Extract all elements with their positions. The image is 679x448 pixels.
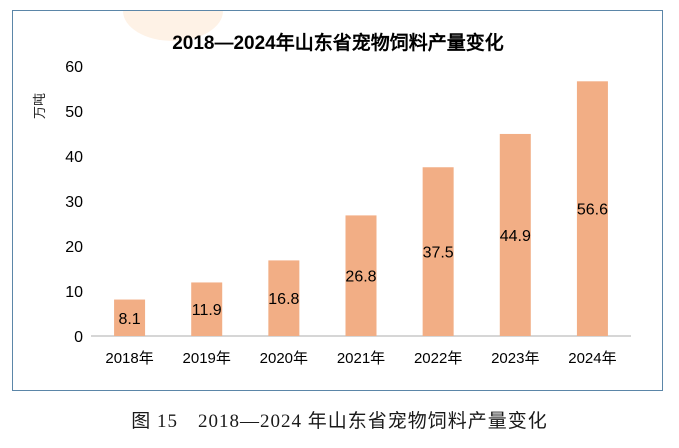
y-tick-label: 20 (65, 239, 83, 256)
bars-group: 8.1 11.9 16.8 26.8 37.5 44.9 56.6 (114, 81, 608, 336)
x-tick-label: 2020年 (260, 350, 308, 367)
bar (422, 167, 454, 336)
figure-caption: 图 15 2018—2024 年山东省宠物饲料产量变化 (131, 411, 548, 432)
bar-value-label: 16.8 (268, 291, 299, 308)
y-tick-label: 50 (65, 104, 83, 121)
x-axis-ticks: 2018年 2019年 2020年 2021年 2022年 2023年 2024年 (105, 350, 616, 367)
bar-value-label: 11.9 (192, 302, 222, 319)
chart-title: 2018—2024年山东省宠物饲料产量变化 (172, 31, 504, 54)
y-tick-label: 40 (65, 149, 83, 166)
bar (499, 133, 531, 336)
y-axis-ticks: 0 10 20 30 40 50 60 (65, 59, 83, 346)
y-tick-label: 30 (65, 194, 83, 211)
bar-value-label: 56.6 (577, 202, 608, 219)
x-tick-label: 2018年 (105, 350, 153, 367)
y-tick-label: 0 (74, 329, 83, 346)
bar (576, 81, 608, 336)
x-tick-label: 2022年 (414, 350, 462, 367)
chart-frame: 2018—2024年山东省宠物饲料产量变化 万吨 0 10 20 30 40 50 60 8… (12, 10, 663, 391)
bar-value-label: 37.5 (423, 245, 454, 262)
bar (268, 260, 300, 336)
bar (345, 215, 377, 336)
bar-value-label: 44.9 (500, 228, 531, 245)
y-tick-label: 10 (65, 284, 83, 301)
bar-value-label: 8.1 (118, 311, 140, 328)
bar-value-label: 26.8 (345, 269, 376, 286)
y-tick-label: 60 (65, 59, 83, 76)
bar-chart: 2018—2024年山东省宠物饲料产量变化 万吨 0 10 20 30 40 50 60 8… (32, 31, 631, 367)
x-tick-label: 2021年 (337, 350, 385, 367)
x-tick-label: 2019年 (183, 350, 231, 367)
x-tick-label: 2024年 (568, 350, 616, 367)
x-tick-label: 2023年 (491, 350, 539, 367)
bar (191, 282, 223, 336)
y-axis-label: 万吨 (32, 93, 47, 119)
bar (114, 299, 146, 336)
